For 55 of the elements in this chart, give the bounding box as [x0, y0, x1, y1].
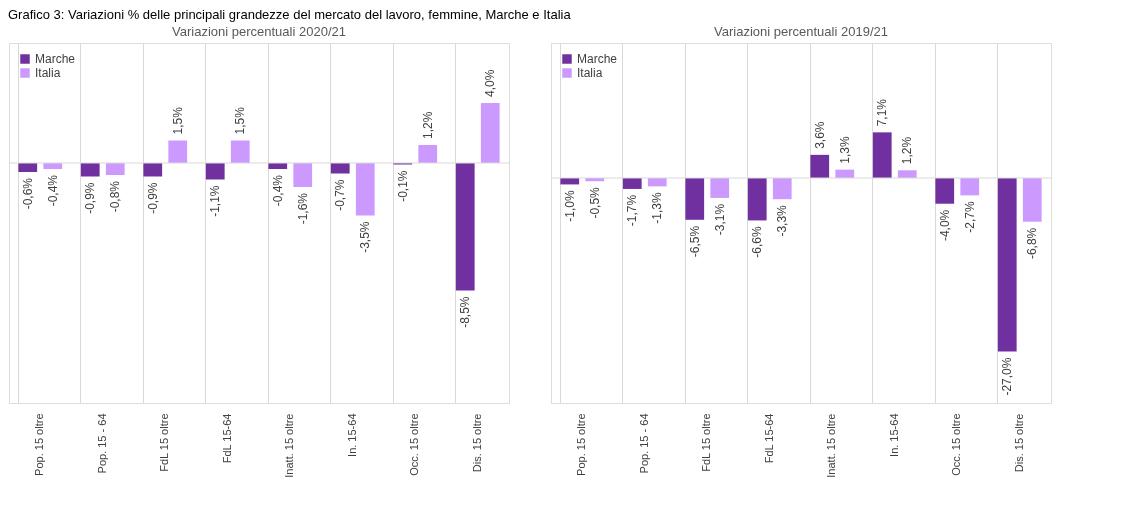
x-tick-label: Inatt. 15 oltre — [283, 413, 296, 478]
x-tick-label: In. 15-64 — [345, 413, 358, 457]
data-label: -1,7% — [625, 194, 640, 227]
x-tick-label: Pop. 15 - 64 — [95, 413, 108, 474]
x-tick-label: Pop. 15 oltre — [575, 413, 588, 476]
data-label: -4,0% — [937, 209, 952, 242]
data-label: -0,5% — [587, 186, 602, 219]
data-label: -0,7% — [333, 179, 348, 211]
x-tick-label: Inatt. 15 oltre — [825, 413, 838, 478]
data-label: -0,9% — [145, 182, 160, 214]
data-label: -6,6% — [750, 226, 765, 258]
data-label: -0,8% — [108, 180, 123, 213]
data-label: -1,1% — [208, 185, 223, 217]
text: Grafico 3: Variazioni % delle principali grandezze del mercato del lavoro, femmine, Marche e Italia — [8, 6, 572, 22]
data-label: -1,3% — [650, 192, 665, 224]
data-label: 3,6% — [812, 121, 827, 149]
x-tick-label: Occ. 15 oltre — [408, 413, 421, 476]
data-label: -6,8% — [1025, 227, 1040, 260]
data-label: 7,1% — [875, 98, 890, 127]
data-label: -1,6% — [295, 192, 310, 225]
x-tick-label: FdL 15 oltre — [700, 413, 713, 472]
data-label: -27,0% — [1000, 357, 1015, 396]
data-label: 1,3% — [837, 135, 852, 164]
x-tick-label: Occ. 15 oltre — [950, 413, 963, 476]
x-tick-label: Pop. 15 oltre — [33, 413, 46, 476]
x-tick-label: Dis. 15 oltre — [470, 413, 483, 473]
legend-label: Italia — [35, 66, 61, 80]
data-label: -0,4% — [45, 174, 60, 207]
data-label: -6,5% — [687, 225, 702, 258]
data-label: -1,0% — [562, 190, 577, 222]
data-label: -3,3% — [775, 204, 790, 237]
x-tick-label: Pop. 15 - 64 — [637, 413, 650, 474]
data-label: -0,6% — [20, 177, 35, 210]
data-label: 1,5% — [233, 106, 248, 135]
chart-title: Variazioni percentuali 2020/21 — [172, 24, 346, 39]
x-tick-label: In. 15-64 — [887, 413, 900, 457]
legend-label: Marche — [577, 52, 618, 66]
x-tick-label: FdL 15-64 — [762, 413, 775, 464]
data-label: 1,5% — [170, 106, 185, 135]
data-label: -0,1% — [395, 170, 410, 202]
data-label: -0,4% — [270, 174, 285, 207]
data-label: -3,5% — [358, 221, 373, 253]
x-tick-label: FdL 15-64 — [220, 413, 233, 464]
data-label: 4,0% — [483, 69, 498, 97]
x-tick-label: Dis. 15 oltre — [1012, 413, 1025, 473]
data-label: -3,1% — [712, 203, 727, 236]
data-label: -2,7% — [962, 201, 977, 233]
legend-label: Italia — [577, 66, 603, 80]
data-label: -8,5% — [458, 296, 473, 328]
x-tick-label: FdL 15 oltre — [158, 413, 171, 472]
legend-label: Marche — [35, 52, 76, 66]
data-label: 1,2% — [420, 111, 435, 139]
chart-title: Variazioni percentuali 2019/21 — [714, 24, 888, 39]
data-label: -0,9% — [83, 182, 98, 214]
data-label: 1,2% — [900, 136, 915, 165]
